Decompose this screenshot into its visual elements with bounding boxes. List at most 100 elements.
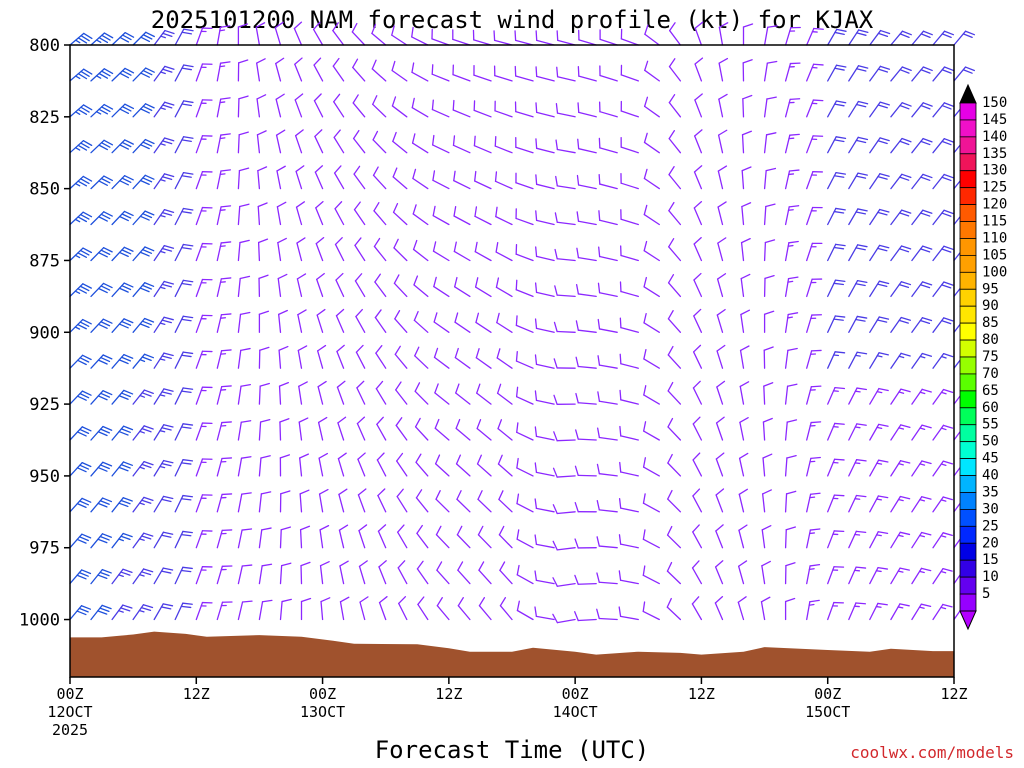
wind-barb xyxy=(312,21,324,46)
wind-barb xyxy=(216,241,232,262)
wind-barb xyxy=(258,491,272,513)
wind-barb xyxy=(499,561,513,585)
wind-barb xyxy=(413,275,429,298)
wind-barb xyxy=(474,277,492,298)
wind-barb xyxy=(473,135,492,154)
wind-barb xyxy=(869,137,890,154)
wind-barb xyxy=(784,597,796,621)
wind-barb xyxy=(174,64,194,82)
colorbar-segment xyxy=(959,187,977,205)
wind-barb xyxy=(90,390,113,405)
wind-barb xyxy=(716,308,726,333)
wind-barb xyxy=(514,30,534,46)
wind-barb xyxy=(515,208,534,226)
wind-barb xyxy=(413,310,429,333)
colorbar-label: 60 xyxy=(982,400,999,416)
colorbar-segment xyxy=(959,322,977,341)
wind-barb xyxy=(497,419,513,441)
x-tick-label: 12Z xyxy=(435,685,462,703)
wind-barb xyxy=(827,530,845,549)
wind-barb xyxy=(620,136,639,154)
wind-barb xyxy=(738,524,748,549)
wind-barb xyxy=(620,64,639,82)
wind-barb xyxy=(741,202,752,226)
wind-barb xyxy=(741,130,753,154)
wind-barb xyxy=(715,416,725,441)
wind-barb xyxy=(643,132,660,154)
wind-barb xyxy=(473,64,492,82)
colorbar-segment xyxy=(959,305,977,324)
wind-barb xyxy=(279,526,291,549)
wind-barb xyxy=(153,29,175,46)
wind-barb xyxy=(932,281,954,298)
wind-barb xyxy=(297,309,307,333)
wind-barb xyxy=(358,524,368,549)
wind-barb xyxy=(315,237,325,262)
wind-barb xyxy=(643,421,660,441)
wind-barb xyxy=(499,596,513,621)
colorbar-segment xyxy=(959,254,977,273)
wind-barb xyxy=(496,348,513,369)
x-tick-label: 14OCT xyxy=(553,703,598,721)
wind-barb xyxy=(237,528,253,549)
wind-barb xyxy=(555,139,576,154)
wind-barb xyxy=(534,282,555,298)
wind-barb xyxy=(174,315,194,333)
wind-barb xyxy=(494,100,513,118)
wind-barb xyxy=(434,454,450,477)
wind-barb xyxy=(111,175,134,190)
wind-barb xyxy=(195,458,213,477)
wind-barb xyxy=(739,416,749,441)
wind-barb xyxy=(516,457,534,477)
wind-barb xyxy=(452,135,471,154)
wind-barb xyxy=(618,606,639,621)
wind-barb xyxy=(692,344,703,369)
colorbar-label: 135 xyxy=(982,146,1007,162)
wind-barb xyxy=(153,101,175,118)
wind-barb xyxy=(132,460,154,477)
wind-barb xyxy=(111,139,134,154)
wind-barb xyxy=(434,383,450,405)
colorbar-label: 100 xyxy=(982,264,1007,280)
wind-barb xyxy=(279,598,292,621)
y-tick-label: 925 xyxy=(29,395,60,415)
wind-barb xyxy=(334,201,345,226)
wind-barb xyxy=(553,431,576,442)
wind-barb xyxy=(806,99,824,118)
wind-barb xyxy=(932,388,954,405)
wind-barb xyxy=(666,525,682,549)
wind-barb xyxy=(890,567,910,585)
wind-barb xyxy=(618,570,639,585)
wind-barb xyxy=(392,167,408,190)
wind-barb xyxy=(356,380,366,405)
wind-barb xyxy=(397,560,408,585)
wind-barb xyxy=(763,203,776,226)
wind-barb xyxy=(359,596,369,621)
colorbar-label: 70 xyxy=(982,366,999,382)
wind-barb xyxy=(597,427,618,441)
wind-barb xyxy=(667,453,682,477)
wind-barb xyxy=(890,66,912,82)
wind-barb xyxy=(575,283,597,298)
wind-barb xyxy=(132,174,155,190)
wind-barb xyxy=(515,350,534,369)
wind-barb xyxy=(806,385,822,405)
wind-barb xyxy=(174,207,194,226)
wind-barb xyxy=(535,246,555,262)
wind-barb xyxy=(351,22,366,46)
wind-barb xyxy=(332,57,345,82)
wind-barb xyxy=(374,273,387,298)
wind-barb xyxy=(296,237,306,262)
wind-barb xyxy=(827,28,847,46)
wind-barb xyxy=(806,135,824,154)
wind-barb xyxy=(763,132,777,154)
wind-barb xyxy=(153,388,174,405)
wind-barb xyxy=(534,498,555,513)
wind-barb xyxy=(319,524,330,549)
wind-barb xyxy=(174,136,194,154)
wind-barb xyxy=(498,525,513,549)
wind-barb xyxy=(932,138,954,154)
wind-barb xyxy=(237,203,250,226)
wind-barb xyxy=(618,498,639,513)
